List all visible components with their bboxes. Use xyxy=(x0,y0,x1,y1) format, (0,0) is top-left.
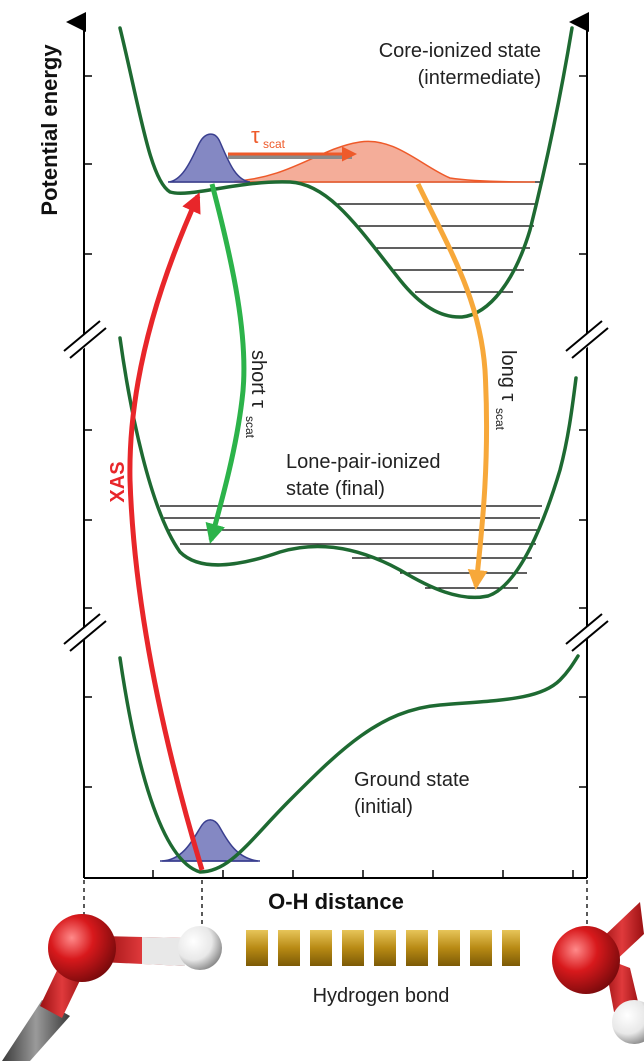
left-hydrogen-atom xyxy=(178,926,222,970)
hydrogen-bond xyxy=(246,930,520,966)
hydrogen-bond-label: Hydrogen bond xyxy=(313,985,450,1007)
left-oxygen-atom xyxy=(48,914,116,982)
lonepair-state-label-line2: state (final) xyxy=(286,478,385,500)
axis-break-right-upper xyxy=(565,320,609,359)
left-carbon-stick xyxy=(2,1000,70,1061)
left-ticks xyxy=(84,75,92,788)
long-tau-label: long τ scat xyxy=(493,350,519,431)
ground-state-label-line2: (initial) xyxy=(354,796,413,818)
short-tau-text: short τ xyxy=(247,350,269,408)
long-tau-arrow xyxy=(415,182,490,590)
long-tau-subscript: scat xyxy=(493,408,507,431)
core-state-label-line2: (intermediate) xyxy=(418,67,541,89)
short-tau-arrow xyxy=(205,183,247,544)
lonepair-state-label: Lone-pair-ionized state (final) xyxy=(286,451,441,500)
axis-frame xyxy=(63,12,609,879)
core-wavepacket-orange xyxy=(234,140,536,183)
axis-break-left-upper xyxy=(63,320,107,359)
xas-arrow xyxy=(127,192,205,871)
right-hydrogen-atom xyxy=(612,1000,644,1044)
short-tau-subscript: scat xyxy=(243,416,257,439)
ground-wavepacket-blue xyxy=(161,819,259,862)
axis-break-right-lower xyxy=(565,613,609,652)
lonepair-state-label-line1: Lone-pair-ionized xyxy=(286,451,441,473)
tau-symbol: τ xyxy=(251,123,260,148)
x-ticks xyxy=(152,870,574,878)
x-axis-label: O-H distance xyxy=(268,889,404,914)
core-ionized-curve xyxy=(118,26,574,319)
lone-pair-curve xyxy=(118,336,578,600)
ground-state-curve xyxy=(118,654,580,874)
core-wavepacket-blue xyxy=(167,133,251,183)
xas-label: XAS xyxy=(107,461,129,502)
tau-scat-label: τ scat xyxy=(251,123,286,151)
right-ticks xyxy=(579,75,587,788)
ground-state-label-line1: Ground state xyxy=(354,769,470,791)
core-state-label: Core-ionized state (intermediate) xyxy=(379,40,541,89)
tau-subscript: scat xyxy=(263,137,286,151)
core-state-label-line1: Core-ionized state xyxy=(379,40,541,62)
y-axis-label: Potential energy xyxy=(37,44,62,216)
left-oh-stick-white xyxy=(142,937,185,966)
tau-scat-arrow xyxy=(228,146,357,162)
long-tau-text: long τ xyxy=(497,350,519,401)
potential-curves xyxy=(118,26,580,874)
right-water-molecule xyxy=(552,902,644,1044)
short-tau-label: short τ scat xyxy=(243,350,269,439)
right-oxygen-atom xyxy=(552,926,620,994)
ground-state-label: Ground state (initial) xyxy=(354,769,470,818)
left-water-molecule xyxy=(2,914,222,1061)
axis-break-left-lower xyxy=(63,613,107,652)
